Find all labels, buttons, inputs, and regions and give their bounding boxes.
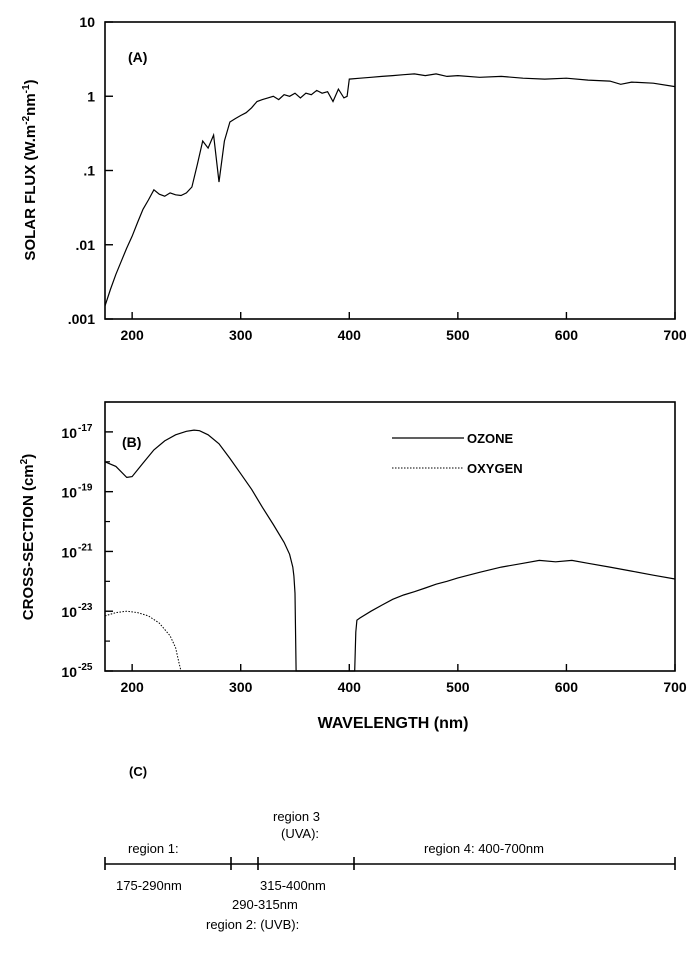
region1-name: region 1:: [128, 841, 179, 856]
region3-sub: (UVA):: [281, 826, 319, 841]
region4-label: region 4: 400-700nm: [424, 841, 544, 856]
panel-a-y-tick-label: .1: [83, 163, 95, 179]
panel-a-y-tick-label: 1: [87, 88, 95, 104]
x-axis-label: WAVELENGTH (nm): [318, 715, 469, 732]
panel-a-x-tick-label-200: 200: [120, 327, 144, 343]
panel-b-y-tick-exponent: -23: [78, 602, 93, 613]
panel-b-y-tick-exponent: -25: [78, 662, 93, 673]
panel-b-x-tick-label-300: 300: [229, 679, 253, 695]
panel-b-label: (B): [122, 434, 141, 450]
panel-b-frame: [104, 401, 676, 672]
region2-range: 290-315nm: [232, 897, 298, 912]
panel-b-y-tick-exponent: -19: [78, 483, 93, 494]
panel-b-x-tick-label-500: 500: [446, 679, 470, 695]
panel-a-x-tick-label-400: 400: [338, 327, 362, 343]
region3-name: region 3: [273, 809, 320, 824]
panel-c-label: (C): [129, 764, 147, 779]
panel-b-y-tick-label: 10: [61, 485, 77, 501]
panel-b-x-tick-label-600: 600: [555, 679, 579, 695]
panel-a-frame: [104, 21, 676, 320]
panel-b-x-ticks: 200 300 400 500 600 700: [120, 664, 687, 695]
panel-a-y-axis-label: SOLAR FLUX (W.m-2nm-1): [21, 79, 39, 260]
panel-b-y-tick-label: 10: [61, 425, 77, 441]
panel-b-y-tick-label: 10: [61, 604, 77, 620]
legend-ozone-label: OZONE: [467, 431, 514, 446]
panel-a: (A) 200 300 400 500 600 700 10 1 .1 .01 .001 SOLA…: [21, 14, 687, 343]
panel-a-y-tick-label: .001: [68, 311, 95, 327]
panel-a-y-tick-label: 10: [79, 14, 95, 30]
panel-b: (B) 200 300 400 500 600 700 10-1710-1910-2110…: [19, 401, 687, 732]
panel-b-y-tick-exponent: -17: [78, 423, 93, 434]
panel-b-ozone-line: [104, 429, 676, 672]
panel-a-x-tick-label-600: 600: [555, 327, 579, 343]
region2-name: region 2: (UVB):: [206, 917, 299, 932]
panel-a-label: (A): [128, 49, 147, 65]
panel-b-y-axis-label: CROSS-SECTION (cm2): [19, 454, 37, 620]
panel-a-x-ticks: 200 300 400 500 600 700: [120, 312, 687, 343]
panel-b-y-tick-label: 10: [61, 664, 77, 680]
region1-range: 175-290nm: [116, 878, 182, 893]
panel-a-x-tick-label-500: 500: [446, 327, 470, 343]
panel-b-x-tick-label-200: 200: [120, 679, 144, 695]
legend: OZONE OXYGEN: [392, 431, 523, 476]
panel-b-oxygen-line: [104, 610, 182, 672]
panel-b-x-tick-label-400: 400: [338, 679, 362, 695]
panel-a-solar-flux-line: [104, 73, 676, 307]
panel-a-y-ticks: 10 1 .1 .01 .001: [68, 14, 113, 327]
panel-a-x-tick-label-300: 300: [229, 327, 253, 343]
legend-oxygen-label: OXYGEN: [467, 461, 523, 476]
region3-range: 315-400nm: [260, 878, 326, 893]
panel-a-y-tick-label: .01: [76, 237, 96, 253]
panel-c: (C) region 1: 175-290nm 290-315nm region…: [104, 764, 676, 932]
panel-b-y-tick-label: 10: [61, 544, 77, 560]
panel-b-x-tick-label-700: 700: [663, 679, 687, 695]
panel-a-x-tick-label-700: 700: [663, 327, 687, 343]
panel-b-y-tick-exponent: -21: [78, 542, 93, 553]
